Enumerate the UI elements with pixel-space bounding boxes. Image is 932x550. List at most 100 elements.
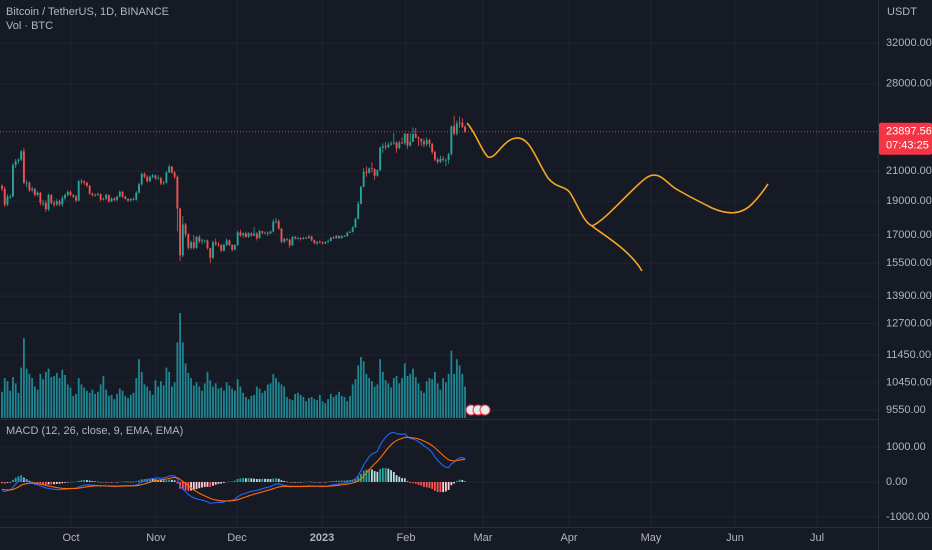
candle-body (365, 171, 368, 173)
candle-body (368, 168, 371, 173)
histogram-bar (277, 478, 280, 482)
volume-bar (187, 372, 190, 418)
volume-bar (461, 373, 464, 418)
volume-bar (436, 383, 439, 418)
volume-bar (299, 394, 302, 418)
volume-bar (365, 373, 368, 418)
histogram-bar (116, 481, 118, 483)
candle-body (442, 158, 445, 160)
volume-bar (36, 389, 39, 418)
histogram-bar (231, 481, 234, 482)
volume-bar (72, 395, 75, 418)
candle-body (25, 182, 28, 184)
candle-body (428, 140, 431, 144)
histogram-bar (261, 478, 264, 482)
candle-body (214, 242, 217, 245)
candle-body (362, 171, 365, 187)
histogram-bar (138, 480, 140, 482)
histogram-bar (31, 481, 34, 483)
histogram-bar (373, 471, 376, 482)
macd-tick-label: -1000.00 (886, 511, 929, 523)
time-label: Oct (62, 532, 79, 544)
candle-body (168, 166, 171, 173)
histogram-bar (392, 471, 395, 482)
histogram-bar (3, 481, 6, 484)
volume-bar (376, 384, 379, 418)
histogram-bar (228, 481, 231, 483)
volume-bar (444, 382, 447, 418)
histogram-bar (91, 481, 94, 482)
volume-bar (61, 369, 64, 418)
candle-body (55, 201, 58, 205)
volume-bar (272, 373, 275, 418)
histogram-bar (220, 481, 223, 484)
candle-body (225, 240, 228, 246)
histogram-bar (75, 481, 77, 483)
histogram-bar (223, 481, 225, 483)
event-marker[interactable] (479, 404, 491, 416)
histogram-bar (439, 481, 442, 493)
histogram-bar (50, 481, 53, 485)
histogram-bar (338, 480, 340, 482)
volume-bar (50, 377, 53, 418)
volume-bar (176, 342, 179, 418)
volume-bar (75, 393, 77, 418)
volume-bar (192, 385, 195, 418)
candle-body (233, 245, 236, 250)
candle-body (179, 208, 182, 256)
candle-body (187, 234, 190, 248)
candle-body (118, 191, 121, 197)
volume-bar (124, 395, 127, 418)
candle-body (12, 165, 14, 197)
event-markers[interactable] (465, 404, 491, 416)
histogram-bar (88, 480, 91, 482)
candle-body (401, 142, 403, 144)
histogram-bar (302, 481, 305, 483)
candle-body (343, 235, 346, 237)
candle-body (203, 240, 206, 242)
candle-body (127, 198, 129, 201)
volume-bar (244, 397, 247, 418)
candle-body (406, 133, 409, 146)
volume-bar (291, 400, 294, 418)
histogram-bar (157, 479, 160, 482)
histogram-bar (266, 478, 269, 482)
candle-body (239, 232, 242, 236)
volume-bar (138, 359, 140, 418)
candle-body (436, 159, 439, 162)
histogram-bar (461, 479, 464, 482)
candle-body (373, 169, 376, 176)
candle-body (184, 224, 187, 235)
histogram-bar (132, 481, 135, 483)
candle-body (433, 152, 436, 160)
histogram-bar (201, 481, 203, 488)
histogram-bar (181, 481, 184, 490)
candle-body (113, 198, 116, 201)
price-tick-label: 32000.00 (886, 37, 932, 49)
candle-body (327, 240, 330, 242)
volume-bar (179, 313, 181, 418)
histogram-bar (368, 469, 371, 482)
histogram-bar (160, 480, 162, 482)
volume-bar (412, 368, 414, 418)
histogram-bar (294, 481, 297, 483)
candle-body (138, 184, 140, 193)
symbol-title: Bitcoin / TetherUS, 1D, BINANCE (6, 6, 169, 18)
histogram-bar (162, 480, 165, 482)
volume-bar (206, 371, 209, 418)
candle-body (124, 196, 127, 199)
histogram-bar (80, 480, 83, 482)
volume-bar (390, 387, 392, 418)
volume-bar (258, 388, 261, 418)
volume-bar (250, 395, 253, 418)
candle-body (305, 237, 308, 239)
volume-bar (12, 377, 14, 418)
histogram-bar (258, 479, 261, 482)
candle-body (329, 237, 332, 241)
candle-body (346, 232, 349, 236)
histogram-bar (431, 481, 434, 489)
volume-bar (464, 386, 466, 418)
candle-body (3, 188, 6, 205)
